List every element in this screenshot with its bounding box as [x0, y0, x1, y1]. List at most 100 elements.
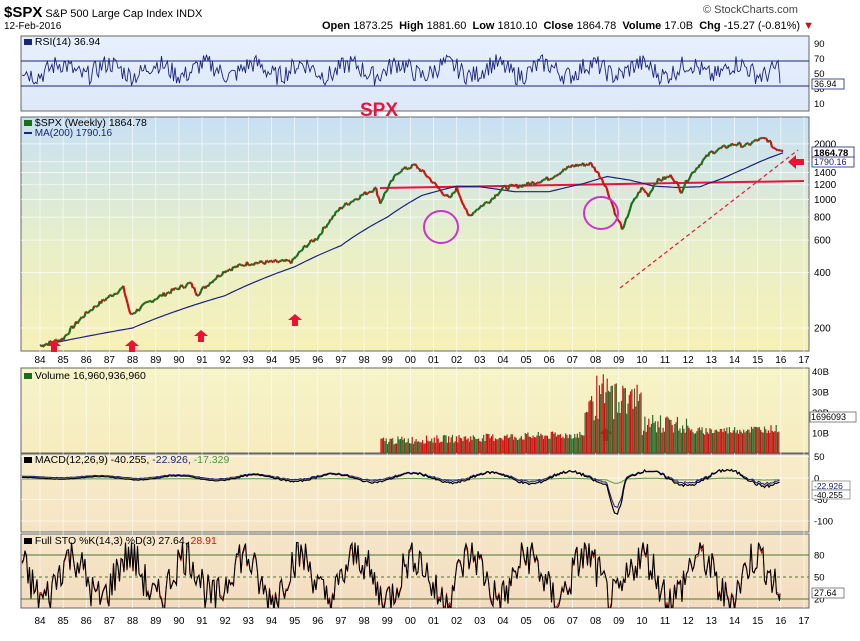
price-segment: [482, 202, 486, 207]
price-segment: [467, 213, 470, 217]
price-segment: [353, 198, 357, 202]
volume-tick-label: 30B: [812, 388, 829, 399]
up-arrow-1995: [288, 314, 302, 326]
price-segment: [419, 169, 423, 173]
price-segment: [500, 187, 504, 191]
price-segment: [583, 163, 587, 168]
price-segment: [640, 186, 644, 190]
price-segment: [387, 182, 392, 187]
x-tick-label: 85: [58, 616, 70, 627]
price-segment: [411, 163, 415, 167]
price-segment: [680, 189, 685, 194]
price-segment: [269, 259, 273, 263]
price-segment: [513, 184, 516, 188]
price-segment: [85, 310, 89, 314]
price-segment: [64, 333, 68, 337]
price-label: $SPX (Weekly) 1864.78: [24, 117, 147, 129]
x-tick-label: 89: [150, 616, 162, 627]
x-tick-label: 87: [104, 616, 116, 627]
low-value: 1810.10: [497, 20, 538, 32]
price-segment: [351, 199, 355, 203]
chg-value: -15.27 (-0.81%): [723, 20, 801, 32]
x-tick-label: 91: [196, 355, 208, 366]
x-tick-label: 96: [312, 616, 324, 627]
price-segment: [578, 163, 581, 167]
price-segment: [589, 161, 593, 165]
support-trendline: [619, 149, 799, 289]
x-tick-label: 01: [428, 616, 440, 627]
price-segment: [118, 288, 122, 292]
sto-last-value: 27.64: [814, 588, 837, 598]
x-axis-labels-bottom: 84 85 86 87 88 89 90 91 92 93 94 95 96 97 98 99 00 01 02 03…: [34, 616, 810, 627]
price-segment: [428, 176, 432, 180]
price-segment: [125, 297, 129, 304]
high-label: High: [399, 20, 424, 32]
price-segment: [79, 316, 83, 320]
price-segment: [634, 195, 639, 199]
x-tick-label: 88: [127, 616, 139, 627]
price-segment: [320, 226, 325, 234]
price-segment: [240, 263, 244, 267]
price-segment: [368, 190, 372, 194]
price-segment: [249, 263, 252, 267]
ma-legend-swatch: [24, 132, 32, 135]
price-segment: [133, 311, 137, 315]
price-segment: [651, 184, 655, 190]
price-segment: [314, 237, 318, 241]
price-segment: [664, 176, 668, 181]
price-segment: [479, 204, 483, 208]
x-tick-label: 92: [220, 355, 232, 366]
instrument-name: S&P 500 Large Cap Index: [45, 8, 174, 20]
x-tick-label: 95: [289, 355, 301, 366]
macd-label-hist: -17.329: [193, 454, 230, 466]
spx-annotation: SPX: [360, 100, 399, 121]
price-segment: [686, 179, 690, 183]
price-segment: [293, 256, 297, 260]
macd-tick-label: -50: [814, 495, 828, 506]
price-segment: [434, 183, 439, 188]
price-segment: [305, 244, 310, 249]
chg-label: Chg: [699, 20, 721, 32]
price-segment: [330, 215, 335, 221]
price-segment: [371, 190, 375, 194]
ma-label-text: MA(200) 1790.16: [34, 128, 113, 139]
price-segment: [259, 260, 264, 264]
macd-label: MACD(12,26,9) -40.255, -22.926, -17.329: [24, 454, 229, 466]
price-segment: [626, 212, 630, 218]
price-segment: [348, 201, 353, 205]
price-segment: [365, 192, 369, 196]
price-segment: [361, 193, 365, 197]
rsi-path: [21, 54, 781, 86]
price-segment: [303, 244, 306, 248]
price-legend-swatch: [24, 120, 32, 126]
volume-value: 17.0B: [664, 20, 694, 32]
price-segment: [677, 186, 682, 193]
price-segment: [629, 202, 633, 209]
price-segment: [297, 250, 301, 254]
price-segment: [744, 142, 748, 146]
x-tick-label: 17: [798, 355, 810, 366]
price-segment: [694, 167, 698, 171]
chart-header: $SPX S&P 500 Large Cap Index INDX: [4, 4, 202, 21]
price-segment: [254, 261, 258, 265]
price-segment: [749, 143, 752, 147]
open-value: 1873.25: [353, 20, 393, 32]
price-segment: [593, 166, 597, 172]
price-segment: [267, 260, 270, 264]
x-tick-label: 05: [521, 616, 533, 627]
macd-panel: [20, 453, 810, 533]
price-segment: [667, 175, 670, 179]
price-segment: [690, 171, 694, 175]
low-label: Low: [472, 20, 495, 32]
price-segment: [721, 144, 725, 148]
price-segment: [180, 284, 185, 288]
price-segment: [301, 245, 305, 251]
price-segment: [757, 137, 761, 142]
price-segment: [723, 144, 728, 149]
x-tick-label: 91: [196, 616, 208, 627]
price-segment: [750, 141, 754, 145]
price-segment: [529, 181, 533, 186]
price-tick-label: 1000: [814, 195, 837, 206]
price-segment: [116, 290, 121, 295]
